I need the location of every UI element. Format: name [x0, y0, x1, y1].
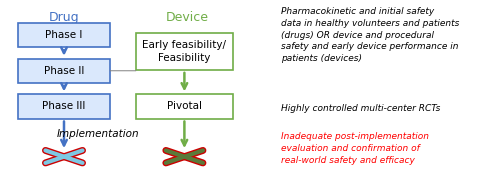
- FancyBboxPatch shape: [136, 94, 232, 119]
- FancyBboxPatch shape: [18, 94, 110, 119]
- Text: Device: Device: [166, 11, 208, 24]
- Text: Highly controlled multi-center RCTs: Highly controlled multi-center RCTs: [280, 104, 440, 113]
- Text: Phase I: Phase I: [46, 30, 82, 40]
- Text: Phase II: Phase II: [44, 66, 84, 76]
- Text: Implementation: Implementation: [56, 129, 139, 139]
- Text: Pivotal: Pivotal: [167, 101, 202, 111]
- FancyBboxPatch shape: [18, 23, 110, 47]
- Text: Pharmacokinetic and initial safety
data in healthy volunteers and patients
(drug: Pharmacokinetic and initial safety data …: [280, 7, 459, 63]
- Text: Early feasibility/
Feasibility: Early feasibility/ Feasibility: [142, 40, 226, 63]
- FancyBboxPatch shape: [136, 33, 232, 70]
- FancyBboxPatch shape: [18, 59, 110, 83]
- Text: Inadequate post-implementation
evaluation and confirmation of
real-world safety : Inadequate post-implementation evaluatio…: [280, 132, 428, 165]
- Text: Phase III: Phase III: [42, 101, 86, 111]
- Text: Drug: Drug: [48, 11, 80, 24]
